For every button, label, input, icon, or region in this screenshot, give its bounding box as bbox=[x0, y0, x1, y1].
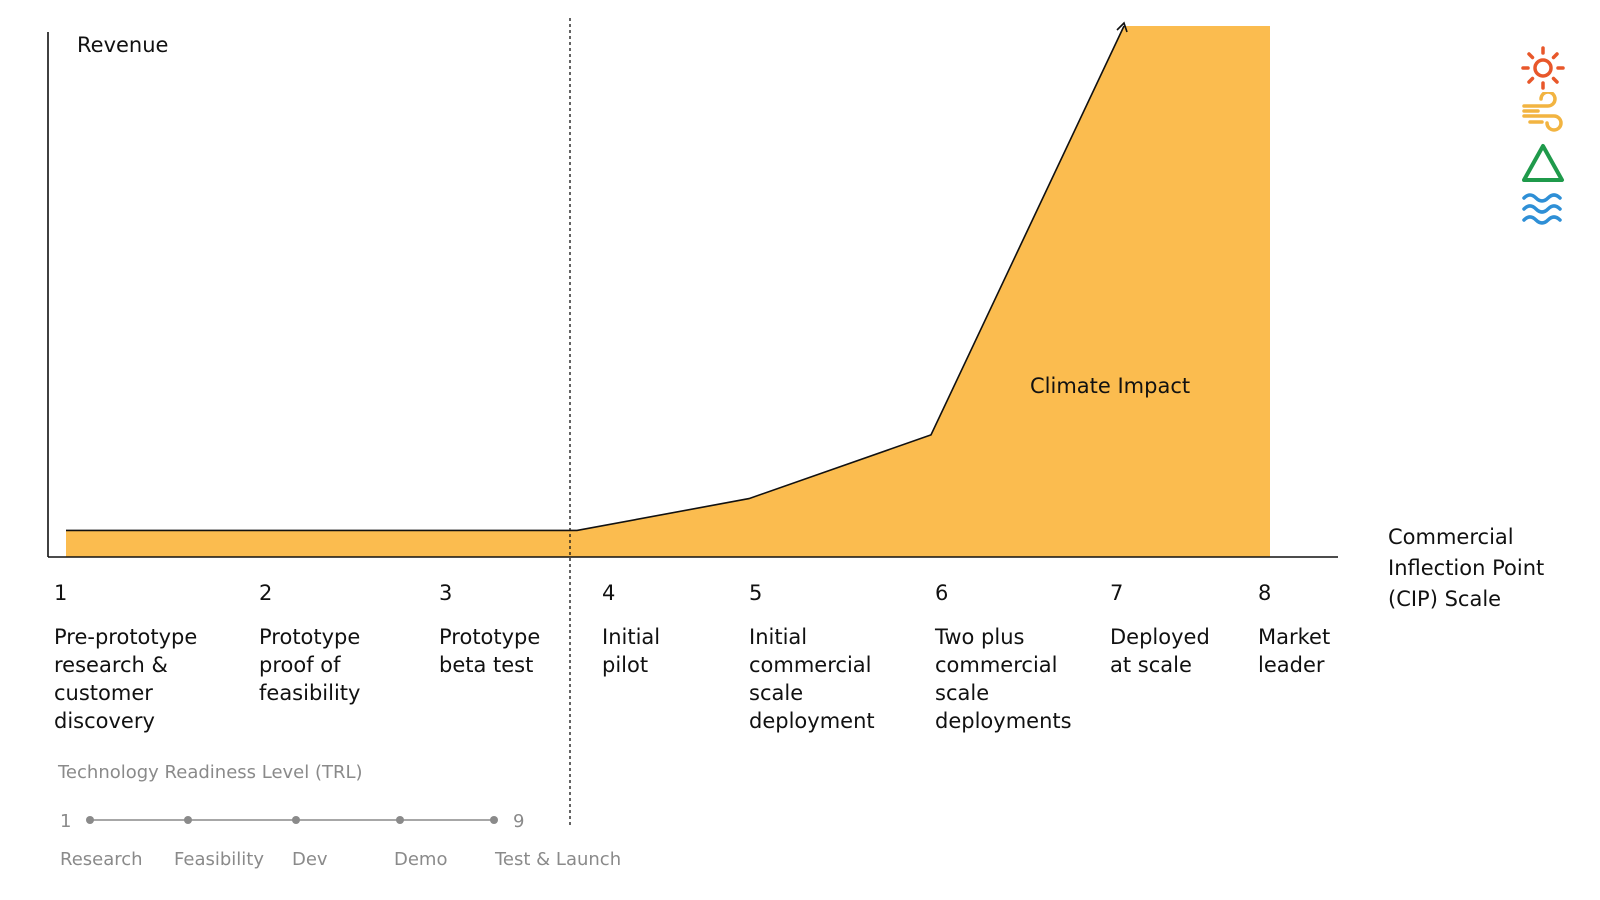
climate-impact-area bbox=[66, 26, 1270, 557]
stage-label: Two plus commercial scale deployments bbox=[935, 625, 1072, 733]
trl-phase-label: Feasibility bbox=[174, 849, 264, 870]
climate-icons bbox=[1518, 44, 1572, 232]
stage-label: Deployed at scale bbox=[1110, 625, 1210, 677]
trl-title: Technology Readiness Level (TRL) bbox=[58, 762, 363, 783]
stage-number: 3 bbox=[439, 581, 453, 605]
trl-dot bbox=[184, 816, 192, 824]
stage-number: 4 bbox=[602, 581, 616, 605]
climate-impact-label: Climate Impact bbox=[1030, 374, 1191, 398]
triangle-icon bbox=[1522, 144, 1564, 182]
stage-label: Market leader bbox=[1258, 625, 1331, 677]
wind-icon bbox=[1522, 92, 1563, 132]
trl-dot bbox=[292, 816, 300, 824]
curve-arrowhead bbox=[1116, 21, 1128, 33]
stage-label: Prototype beta test bbox=[439, 625, 541, 677]
trl-phase-label: Dev bbox=[292, 849, 328, 870]
stage-number: 5 bbox=[749, 581, 763, 605]
stage-number: 8 bbox=[1258, 581, 1272, 605]
stage-label: Initial commercial scale deployment bbox=[749, 625, 875, 733]
sun-icon bbox=[1521, 46, 1565, 90]
stage-number: 2 bbox=[259, 581, 273, 605]
revenue-curve-line bbox=[66, 25, 1125, 532]
stage-label: Pre-prototype research & customer discov… bbox=[54, 625, 198, 733]
trl-phase-label: Research bbox=[60, 849, 143, 870]
water-waves-icon bbox=[1522, 193, 1562, 225]
stage-number: 6 bbox=[935, 581, 949, 605]
stage-number: 7 bbox=[1110, 581, 1124, 605]
trl-phase-label: Test & Launch bbox=[495, 849, 622, 870]
trl-dot bbox=[490, 816, 498, 824]
trl-max-label: 9 bbox=[513, 811, 525, 832]
stage-number: 1 bbox=[54, 581, 68, 605]
trl-phase-label: Demo bbox=[394, 849, 448, 870]
stage-label: Prototype proof of feasibility bbox=[259, 625, 361, 705]
x-axis-title: Commercial Inflection Point (CIP) Scale bbox=[1388, 525, 1545, 611]
trl-dot bbox=[396, 816, 404, 824]
stage-label: Initial pilot bbox=[602, 625, 661, 677]
y-axis-label: Revenue bbox=[77, 33, 169, 57]
trl-min-label: 1 bbox=[60, 811, 72, 832]
trl-dot bbox=[86, 816, 94, 824]
